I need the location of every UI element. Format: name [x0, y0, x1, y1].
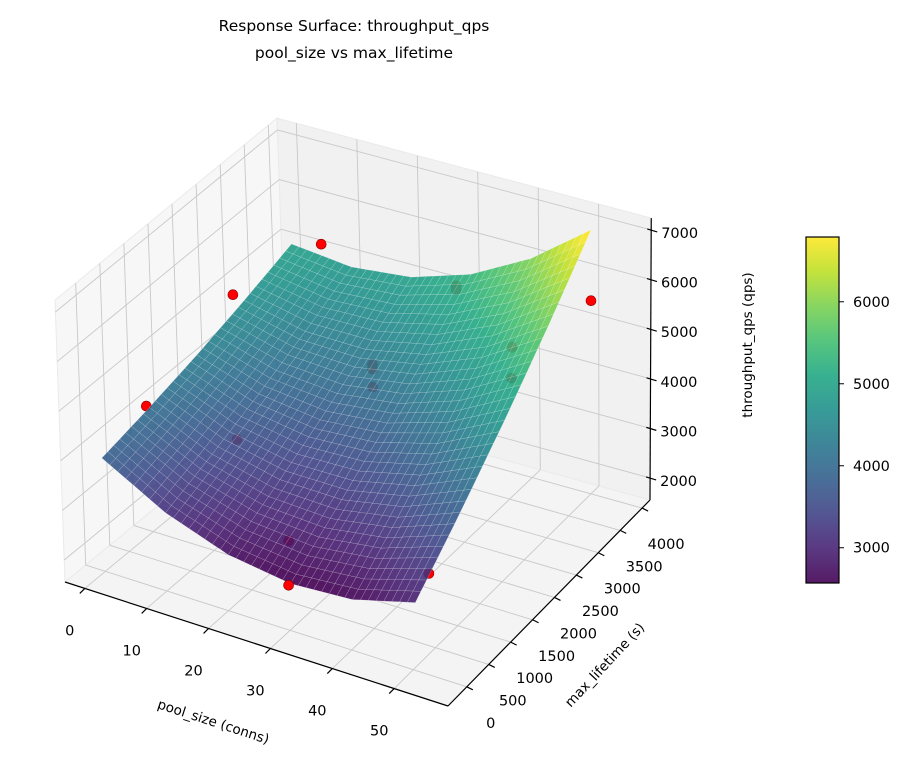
colorbar-tick-label: 5000: [853, 377, 890, 393]
y-tick: [532, 619, 539, 624]
x-tick-label: 10: [122, 643, 140, 659]
floor-gridline: [109, 544, 489, 665]
z-tick: [646, 426, 657, 431]
data-point: [283, 579, 294, 591]
colorbar-tick-label: 3000: [853, 541, 890, 557]
chart-subtitle: pool_size vs max_lifetime: [255, 44, 453, 63]
surface-patch: [529, 337, 544, 353]
data-point: [227, 289, 239, 301]
x-tick-label: 20: [184, 664, 202, 680]
surface-patch: [407, 590, 422, 603]
left-gridline: [55, 129, 278, 313]
y-tick: [619, 529, 627, 534]
response-surface: [101, 229, 592, 603]
y-tick-label: 0: [486, 716, 495, 732]
y-tick-label: 3500: [626, 559, 663, 575]
surface-patch: [440, 523, 456, 536]
colorbar: 3000 4000 5000 6000: [805, 236, 890, 584]
surface-patch: [463, 477, 478, 491]
surface-patch: [457, 489, 472, 502]
x-tick-label: 50: [370, 724, 388, 740]
surface-patch: [435, 534, 450, 547]
z-tick-label: 2000: [660, 474, 697, 490]
chart-title: Response Surface: throughput_qps: [219, 17, 490, 36]
y-tick-label: 1000: [516, 671, 553, 687]
x-tick: [203, 628, 209, 634]
y-tick: [488, 663, 496, 668]
y-tick-label: 500: [499, 693, 527, 709]
z-axis-line: [649, 218, 652, 501]
y-tick-label: 4000: [648, 537, 685, 553]
x-tick: [326, 668, 333, 674]
back-gridline: [277, 129, 652, 231]
colorbar-tick-label: 6000: [853, 295, 890, 311]
z-tick-label: 7000: [661, 226, 698, 242]
floor-gridline: [331, 469, 541, 669]
data-point: [315, 238, 327, 250]
z-tick: [646, 278, 658, 283]
z-tick: [646, 377, 657, 382]
y-tick: [576, 574, 583, 579]
x-axis-label: pool_size (conns): [155, 697, 271, 748]
left-gridline: [75, 283, 87, 566]
colorbar-scale: [805, 236, 840, 584]
left-gridline: [99, 263, 111, 546]
x-tick: [79, 587, 86, 594]
colorbar-tick-label: 4000: [853, 459, 890, 475]
left-gridline: [56, 179, 280, 362]
floor-gridline: [85, 564, 467, 688]
back-gridline: [279, 179, 652, 281]
surface-patch: [479, 442, 494, 457]
x-tick-label: 30: [246, 684, 264, 700]
z-tick-label: 3000: [660, 424, 697, 440]
y-tick: [510, 641, 517, 646]
y-tick-label: 1500: [538, 649, 575, 665]
surface-patch: [474, 454, 489, 468]
x-tick-label: 40: [308, 704, 326, 720]
z-tick: [647, 228, 658, 233]
left-gridline: [58, 228, 282, 412]
z-tick-label: 5000: [661, 325, 698, 341]
surface-patch: [468, 465, 483, 480]
z-tick: [646, 327, 657, 332]
y-tick-label: 3000: [604, 582, 641, 598]
z-tick-label: 4000: [661, 375, 698, 391]
x-axis-line: [64, 581, 449, 707]
y-axis-line: [447, 499, 651, 707]
z-tick-label: 6000: [661, 276, 698, 292]
data-point: [585, 295, 597, 307]
y-tick: [466, 686, 474, 691]
surface-patch: [512, 372, 527, 388]
floor-gridline: [393, 485, 600, 689]
y-tick: [554, 596, 561, 601]
y-tick: [641, 507, 649, 512]
y-tick-label: 2500: [582, 604, 619, 620]
x-tick-label: 0: [65, 623, 74, 639]
surface-patch: [561, 265, 576, 282]
axis-lines: [64, 218, 658, 707]
z-tick: [645, 476, 657, 481]
surface-patch: [545, 301, 560, 318]
y-tick: [598, 552, 605, 557]
x-tick: [388, 688, 395, 694]
x-tick: [264, 648, 271, 654]
x-tick: [141, 608, 148, 614]
z-axis-label: throughput_qps (qps): [740, 272, 756, 417]
y-tick-label: 2000: [560, 626, 597, 642]
scatter-front: [283, 238, 597, 591]
